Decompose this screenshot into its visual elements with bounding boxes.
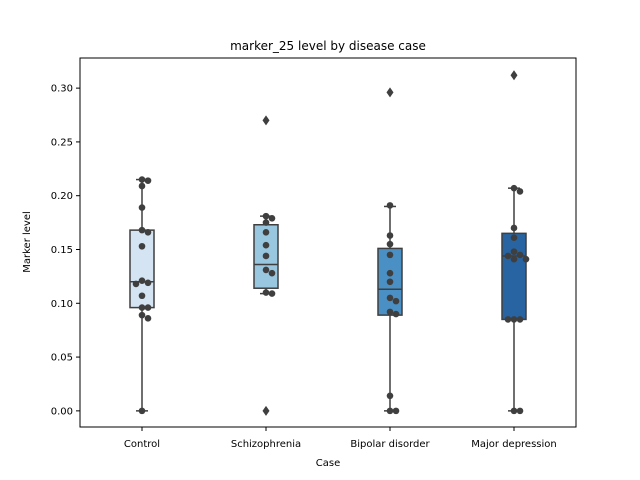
y-tick-label: 0.15 <box>51 245 73 256</box>
data-point <box>138 182 146 190</box>
data-point <box>138 311 146 319</box>
x-tick-label: Major depression <box>471 439 557 450</box>
data-point <box>262 252 270 260</box>
data-point <box>138 204 146 211</box>
x-axis-title: Case <box>316 458 340 469</box>
box-iqr <box>501 232 527 321</box>
data-point <box>510 316 518 323</box>
x-tick-label: Schizophrenia <box>231 439 301 450</box>
box-group <box>501 70 527 412</box>
data-point <box>144 304 152 311</box>
data-point <box>510 255 518 263</box>
data-point <box>386 294 394 302</box>
data-point <box>510 224 518 232</box>
y-axis: 0.00 0.05 0.10 0.15 0.20 0.25 0.30 <box>51 84 80 417</box>
data-point <box>386 269 394 277</box>
data-point <box>522 255 530 263</box>
chart-title: marker_25 level by disease case <box>230 39 426 53</box>
data-point <box>262 241 270 249</box>
outlier-point <box>510 70 518 81</box>
data-point <box>262 219 270 226</box>
data-point <box>138 242 146 250</box>
box-group <box>253 115 279 416</box>
y-tick-label: 0.30 <box>51 84 73 95</box>
data-point <box>516 251 524 259</box>
swarm-group <box>132 176 152 415</box>
data-point <box>386 232 394 239</box>
data-point <box>268 214 276 222</box>
swarm-group <box>386 202 400 415</box>
data-point <box>268 290 276 297</box>
data-point <box>144 228 152 236</box>
swarm-group <box>262 212 276 297</box>
x-axis: Control Schizophrenia Bipolar disorder Majo… <box>124 427 557 450</box>
y-tick-label: 0.25 <box>51 137 73 148</box>
outlier-point <box>386 87 394 98</box>
data-point <box>386 407 394 415</box>
data-point <box>144 177 152 184</box>
data-point <box>392 407 400 415</box>
data-point <box>386 202 394 209</box>
x-tick-label: Bipolar disorder <box>350 439 430 450</box>
x-tick-label: Control <box>124 439 160 450</box>
data-point <box>138 226 146 234</box>
data-point <box>262 228 270 236</box>
plot-area <box>129 70 530 416</box>
data-point <box>262 266 270 274</box>
y-tick-label: 0.20 <box>51 191 73 202</box>
box-group <box>377 87 403 412</box>
data-point <box>510 184 518 192</box>
data-point <box>144 279 152 287</box>
plot-frame <box>79 57 577 428</box>
data-point <box>504 252 512 260</box>
y-axis-title: Marker level <box>22 211 33 273</box>
data-point <box>510 248 518 255</box>
data-point <box>386 392 394 400</box>
data-point <box>392 297 400 305</box>
data-point <box>516 188 524 195</box>
data-point <box>268 269 276 277</box>
data-point <box>392 310 400 318</box>
data-point <box>386 308 394 316</box>
data-point <box>386 278 394 286</box>
data-point <box>262 289 270 296</box>
data-point <box>144 315 152 322</box>
data-point <box>138 407 146 415</box>
data-point <box>138 176 146 183</box>
data-point <box>138 292 146 300</box>
data-point <box>510 234 518 241</box>
data-point <box>516 407 524 415</box>
outlier-point <box>262 405 270 416</box>
data-point <box>386 251 394 259</box>
data-point <box>516 316 524 323</box>
swarm-group <box>504 184 530 415</box>
data-point <box>132 280 140 288</box>
data-point <box>510 407 518 415</box>
data-point <box>386 240 394 248</box>
data-point <box>138 304 146 311</box>
y-tick-label: 0.05 <box>51 353 73 364</box>
data-point <box>504 316 512 323</box>
data-point <box>262 212 270 220</box>
outlier-point <box>262 115 270 126</box>
y-tick-label: 0.10 <box>51 299 73 310</box>
data-point <box>138 277 146 284</box>
y-tick-label: 0.00 <box>51 406 73 417</box>
